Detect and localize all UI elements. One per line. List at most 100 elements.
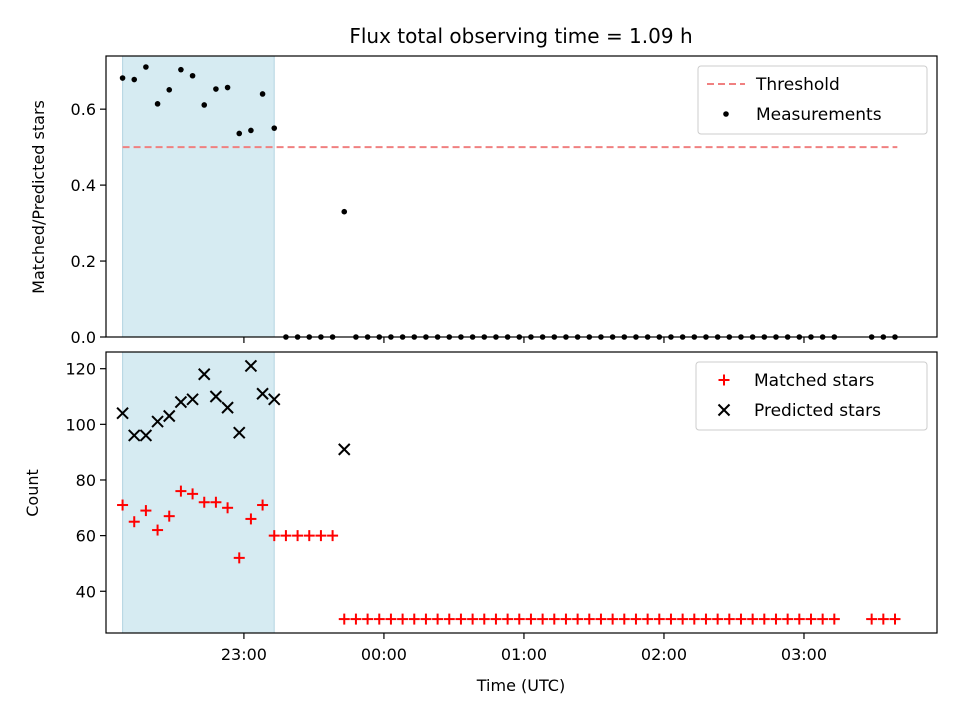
measurement-point <box>271 125 278 131</box>
y-tick-label: 120 <box>65 360 96 379</box>
matched-stars-point <box>607 613 619 625</box>
measurement-point <box>119 75 126 81</box>
predicted-stars-point <box>128 429 141 442</box>
predicted-stars-point <box>151 415 164 428</box>
top-panel-y-axis-label: Matched/Predicted stars <box>29 100 48 294</box>
predicted-stars-point <box>268 393 281 406</box>
matched-stars-point <box>793 613 805 625</box>
matched-stars-point <box>455 613 467 625</box>
legend: Threshold Measurements <box>697 65 928 135</box>
legend-label: Predicted stars <box>754 401 881 421</box>
x-axis-label: Time (UTC) <box>476 676 565 695</box>
matched-stars-point <box>502 613 514 625</box>
matched-stars-point <box>338 613 350 625</box>
matched-stars-point <box>152 524 164 536</box>
matched-stars-point <box>583 613 595 625</box>
matched-stars-point <box>560 613 572 625</box>
measurement-point <box>189 72 196 79</box>
matched-stars-point <box>257 499 269 511</box>
predicted-stars-point <box>209 390 223 403</box>
plot-frame <box>105 55 938 338</box>
x-tick-label: 23:00 <box>221 645 267 664</box>
measurement-point <box>341 208 348 215</box>
matched-stars-point <box>303 530 315 542</box>
observing-window-span <box>122 351 275 634</box>
measurement-point <box>213 86 219 92</box>
predicted-stars-point <box>198 368 211 381</box>
matched-stars-point <box>877 613 889 625</box>
y-tick-label: 0.6 <box>71 100 96 119</box>
matched-stars-point <box>525 613 537 625</box>
x-tick-label: 03:00 <box>781 645 827 664</box>
matched-stars-point <box>653 613 665 625</box>
matched-stars-point <box>688 613 700 625</box>
matched-stars-point <box>513 613 525 625</box>
matched-stars-point <box>175 485 187 497</box>
matched-stars-point <box>222 502 234 514</box>
matched-stars-point <box>280 530 292 542</box>
matched-stars-point <box>548 613 560 625</box>
matched-stars-point <box>210 496 222 508</box>
y-tick-label: 60 <box>76 527 96 546</box>
matched-stars-point <box>630 613 642 625</box>
matched-stars-point <box>828 613 840 625</box>
matched-stars-point <box>490 613 502 625</box>
measurement-point <box>131 76 138 83</box>
y-tick-label: 40 <box>76 582 96 601</box>
top-panel-ratio-plot: 0.0 0.2 0.4 0.6 Threshold Measurements <box>71 55 938 347</box>
matched-stars-point <box>805 613 817 625</box>
predicted-stars-point <box>186 393 199 406</box>
y-tick-label: 0.2 <box>71 252 96 271</box>
measurement-point <box>178 66 184 73</box>
matched-stars-point <box>432 613 444 625</box>
measurement-point <box>166 86 173 93</box>
matched-stars-point <box>712 613 724 625</box>
bottom-panel-count-plot: 40 60 80 100 120 23:00 00:00 01:00 02:00 03:00 Mat… <box>65 351 938 664</box>
predicted-stars-point <box>116 407 129 420</box>
y-tick-label: 80 <box>76 471 96 490</box>
matched-stars-point <box>817 613 829 625</box>
predicted-stars-point <box>338 443 351 456</box>
x-tick-label: 02:00 <box>641 645 687 664</box>
matched-stars-point <box>595 613 607 625</box>
matched-stars-point <box>315 530 327 542</box>
matched-stars-point <box>128 516 140 528</box>
matched-stars-point <box>117 499 129 511</box>
predicted-stars-point <box>233 426 246 439</box>
matched-stars-point <box>747 613 759 625</box>
matched-stars-point <box>618 613 630 625</box>
matched-stars-point <box>385 613 397 625</box>
matched-stars-point <box>677 613 689 625</box>
matched-stars-point <box>362 613 374 625</box>
matched-stars-point <box>770 613 782 625</box>
matched-stars-point <box>245 513 257 525</box>
matched-stars-point <box>537 613 549 625</box>
measurement-point <box>723 111 729 117</box>
x-tick-label: 01:00 <box>501 645 547 664</box>
matched-stars-point <box>350 613 362 625</box>
matched-stars-point <box>292 530 304 542</box>
predicted-stars-series <box>116 359 351 456</box>
measurement-point <box>154 101 161 107</box>
predicted-stars-point <box>244 359 258 373</box>
matched-stars-point <box>700 613 712 625</box>
matched-stars-point <box>327 530 339 542</box>
predicted-stars-point <box>256 387 269 400</box>
x-tick-label: 00:00 <box>361 645 407 664</box>
matched-stars-point <box>758 613 770 625</box>
matched-stars-point <box>373 613 385 625</box>
legend-label: Matched stars <box>754 371 874 391</box>
matched-stars-point <box>718 374 730 386</box>
matched-stars-point <box>268 530 280 542</box>
matched-stars-point <box>889 613 901 625</box>
bottom-panel-y-axis-label: Count <box>23 469 42 517</box>
observing-window-span <box>122 55 275 338</box>
measurement-point <box>259 91 266 97</box>
legend-label: Threshold <box>755 75 840 95</box>
matched-stars-point <box>572 613 584 625</box>
predicted-stars-point <box>163 409 176 423</box>
y-tick-label: 100 <box>65 415 96 434</box>
matched-stars-point <box>140 505 152 517</box>
matched-stars-point <box>866 613 878 625</box>
